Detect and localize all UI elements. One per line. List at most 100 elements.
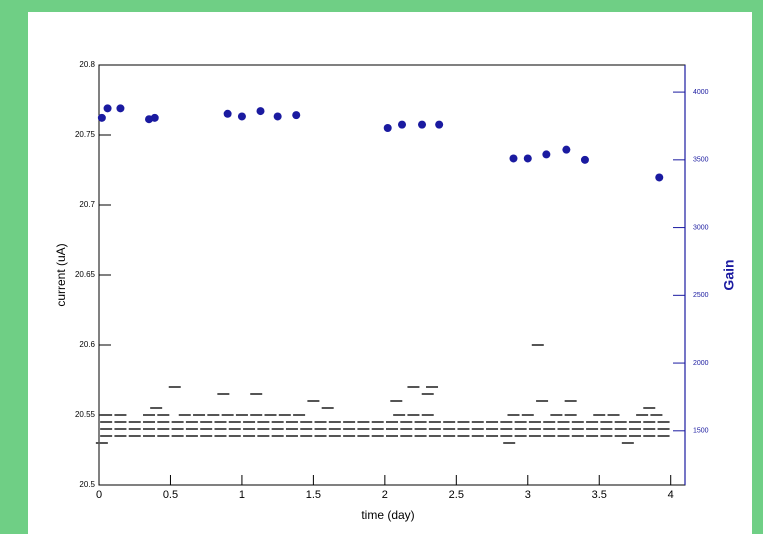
current-point [371, 435, 384, 437]
gain-point [398, 120, 407, 129]
current-point [214, 421, 227, 423]
current-point [421, 414, 434, 416]
current-point [443, 428, 456, 430]
current-point [614, 435, 627, 437]
current-point [214, 428, 227, 430]
current-point [628, 421, 641, 423]
current-point [271, 435, 284, 437]
x-tick-label: 0.5 [163, 489, 178, 501]
current-point [285, 428, 298, 430]
current-point [257, 428, 270, 430]
current-point [100, 421, 113, 423]
gain-point [103, 104, 112, 113]
current-point [586, 428, 599, 430]
current-point [328, 435, 341, 437]
y2-tick-label: 3500 [693, 157, 709, 164]
current-point [564, 414, 577, 416]
current-point [386, 428, 398, 430]
gain-point [418, 120, 427, 129]
current-point [503, 442, 516, 444]
current-point [400, 435, 413, 437]
current-point [271, 428, 284, 430]
current-point [428, 435, 441, 437]
current-point [500, 428, 513, 430]
current-point [193, 414, 206, 416]
current-point [443, 435, 456, 437]
current-point [100, 435, 113, 437]
current-point [157, 428, 170, 430]
gain-point [580, 155, 589, 164]
x-tick-label: 0 [96, 489, 102, 501]
current-point [100, 414, 113, 416]
y-tick-label: 20.75 [75, 130, 96, 139]
current-point [314, 428, 327, 430]
y-tick-label: 20.8 [79, 60, 95, 69]
current-point [400, 421, 413, 423]
current-point [114, 435, 127, 437]
current-point [371, 421, 384, 423]
current-point [531, 344, 544, 346]
current-point [600, 421, 613, 423]
current-point [407, 386, 420, 388]
current-point [521, 414, 534, 416]
current-point [528, 421, 541, 423]
current-point [571, 435, 584, 437]
current-point [426, 386, 439, 388]
current-point [528, 428, 541, 430]
current-point [171, 435, 184, 437]
current-point [486, 428, 499, 430]
x-tick-label: 1 [239, 489, 245, 501]
current-point [95, 442, 108, 444]
current-point [443, 421, 456, 423]
current-point [500, 421, 513, 423]
current-point [457, 421, 470, 423]
current-point [628, 428, 641, 430]
current-point [257, 435, 270, 437]
current-point [550, 414, 563, 416]
current-point [157, 414, 170, 416]
current-point [214, 435, 227, 437]
current-point [571, 428, 584, 430]
current-point [168, 386, 181, 388]
current-point [528, 435, 541, 437]
current-point [390, 400, 403, 402]
gain-point [435, 120, 444, 129]
x-tick-label: 2.5 [449, 489, 464, 501]
current-point [178, 414, 191, 416]
current-point [628, 435, 641, 437]
y2-tick-label: 3000 [693, 224, 709, 231]
current-point [614, 421, 627, 423]
current-point [307, 400, 320, 402]
current-point [543, 428, 556, 430]
x-tick-label: 2 [382, 489, 388, 501]
current-point [285, 435, 298, 437]
current-point [407, 414, 420, 416]
y2-axis-label: Gain [721, 259, 737, 290]
current-point [293, 414, 306, 416]
current-point [128, 421, 141, 423]
y2-tick-label: 2000 [693, 360, 709, 367]
current-point [514, 428, 527, 430]
current-point [428, 428, 441, 430]
current-point [264, 414, 277, 416]
current-point [217, 393, 230, 395]
current-point [471, 428, 484, 430]
current-point [143, 421, 156, 423]
current-point [328, 428, 341, 430]
current-point [457, 428, 470, 430]
gain-point [116, 104, 125, 113]
current-point [486, 421, 499, 423]
current-point [386, 435, 398, 437]
current-point [228, 435, 241, 437]
current-point [514, 435, 527, 437]
gain-point [237, 112, 246, 121]
current-point [143, 428, 156, 430]
y-tick-label: 20.7 [79, 200, 95, 209]
current-point [300, 421, 313, 423]
gain-point [223, 109, 232, 118]
current-point [650, 414, 663, 416]
current-point [157, 421, 170, 423]
current-point [285, 421, 298, 423]
